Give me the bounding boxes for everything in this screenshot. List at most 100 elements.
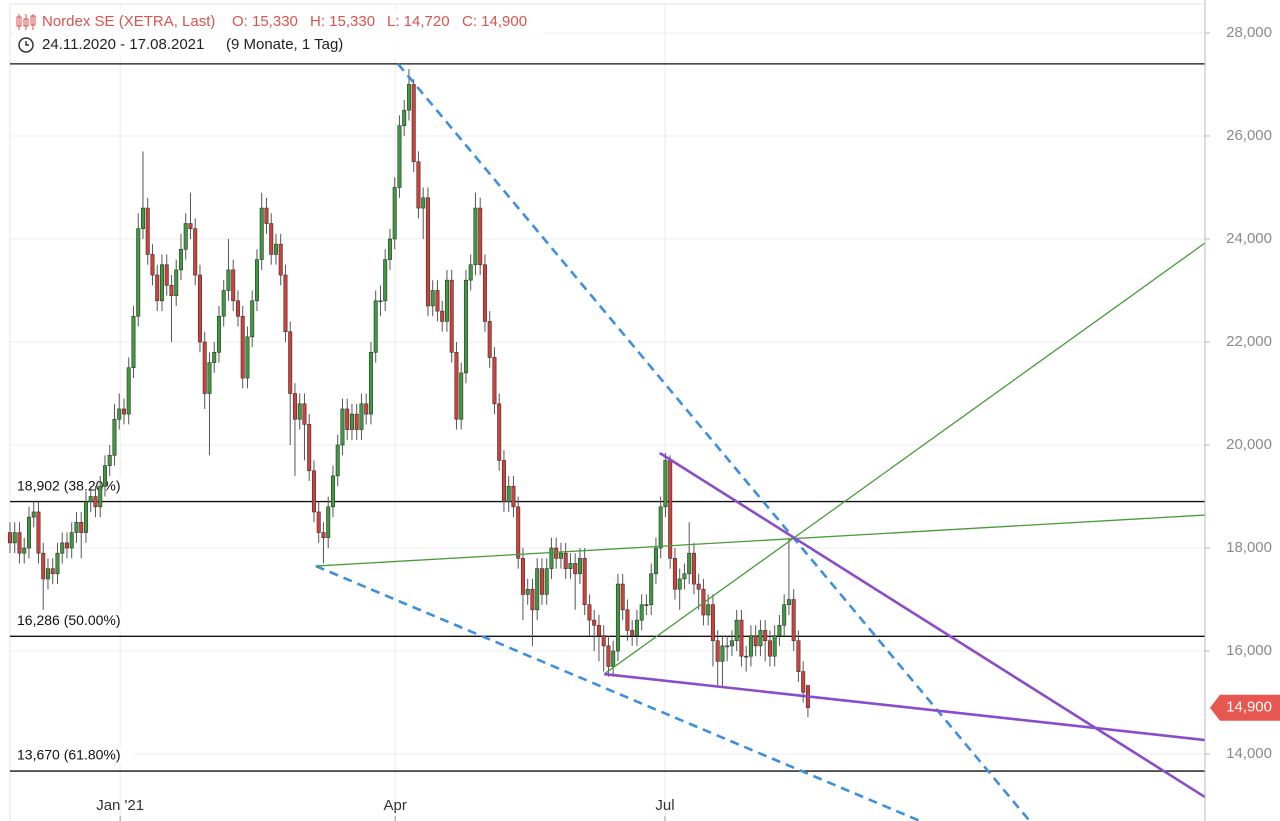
candle-body: [463, 279, 468, 374]
candle-body: [321, 532, 326, 539]
candle-body: [41, 552, 46, 580]
trend-line: [603, 242, 1206, 675]
candle-body: [107, 455, 112, 466]
candle-body: [606, 645, 611, 667]
candle-body: [501, 460, 506, 502]
candle-body: [406, 84, 411, 111]
ohlc-low: L: 14,720: [387, 13, 450, 30]
candle-body: [739, 619, 744, 657]
candle-body: [212, 351, 217, 363]
candle-body: [131, 315, 136, 369]
candle-body: [349, 413, 354, 430]
candle-body: [440, 310, 445, 322]
candle-body: [155, 274, 160, 302]
candle-body: [672, 558, 677, 590]
candle-body: [568, 563, 573, 569]
level-label: 13,670 (61.80%): [17, 747, 121, 763]
candle-body: [292, 393, 297, 420]
candle-body: [520, 558, 525, 595]
candle-body: [544, 568, 549, 595]
candle-body: [720, 645, 725, 662]
candle-body: [264, 207, 269, 224]
candle-body: [373, 300, 378, 353]
candle-body: [492, 357, 497, 405]
trend-line: [604, 672, 1206, 742]
candle-body: [169, 285, 174, 296]
candle-body: [644, 604, 649, 606]
candle-body: [335, 444, 340, 477]
candle-body: [188, 223, 193, 229]
y-tick-label: 18,000: [1226, 539, 1272, 556]
candle-body: [250, 300, 255, 338]
candle-body: [368, 351, 373, 415]
candle-body: [653, 547, 658, 575]
candle-body: [421, 197, 426, 209]
candle-body: [801, 671, 806, 693]
candle-body: [311, 470, 316, 513]
candle-body: [354, 413, 359, 430]
candle-body: [587, 604, 592, 621]
candle-body: [511, 485, 516, 508]
candle-body: [573, 563, 578, 575]
candle-body: [706, 604, 711, 616]
candle-body: [687, 552, 692, 575]
candle-body: [729, 640, 734, 647]
candle-body: [193, 228, 198, 276]
candle-body: [221, 290, 226, 317]
candle-body: [7, 532, 12, 544]
candle-body: [630, 630, 635, 636]
y-tick-label: 24,000: [1226, 230, 1272, 247]
candle-body: [601, 635, 606, 647]
candle-body: [183, 223, 188, 250]
candle-body: [45, 568, 50, 580]
candle-body: [69, 532, 74, 549]
plot: 18,902 (38.20%) 16,286 (50.00%) 13,670 (61…: [7, 63, 1206, 821]
candle-body: [36, 511, 41, 554]
candle-body: [345, 408, 350, 430]
candle-body: [430, 290, 435, 307]
candle-body: [416, 161, 421, 209]
candle-body: [763, 630, 768, 642]
x-tick-label: Jul: [655, 797, 674, 814]
candle-body: [259, 207, 264, 260]
candle-body: [592, 619, 597, 626]
candle-body: [402, 109, 407, 126]
candle-body: [140, 207, 145, 229]
candle-body: [231, 269, 236, 302]
candle-body: [459, 372, 464, 420]
title: Nordex SE (XETRA, Last): [42, 13, 215, 30]
candle-body: [563, 552, 568, 569]
y-tick-label: 20,000: [1226, 436, 1272, 453]
candle-body: [668, 460, 673, 559]
candle-body: [22, 547, 27, 554]
candle-body: [283, 274, 288, 332]
candle-body: [216, 315, 221, 353]
candle-body: [677, 578, 682, 590]
candle-body: [273, 243, 278, 255]
candle-body: [649, 573, 654, 605]
candle-body: [473, 207, 478, 266]
period: (9 Monate, 1 Tag): [226, 36, 343, 53]
candle-body: [197, 274, 202, 343]
grid: [9, 4, 1205, 821]
candle-body: [269, 223, 274, 255]
level-label: 18,902 (38.20%): [17, 477, 121, 493]
ohlc-open: O: 15,330: [232, 13, 298, 30]
level-label: 16,286 (50.00%): [17, 612, 121, 628]
candle-body: [50, 568, 55, 575]
candle-body: [577, 558, 582, 575]
candle-body: [378, 300, 383, 303]
candle-body: [60, 542, 65, 554]
candle-body: [487, 321, 492, 358]
candle-body: [478, 207, 483, 266]
ohlc-high: H: 15,330: [310, 13, 375, 30]
candle-body: [796, 640, 801, 672]
candle-body: [791, 599, 796, 642]
candle-body: [744, 655, 749, 658]
y-tick-label: 26,000: [1226, 127, 1272, 144]
candle-body: [468, 264, 473, 281]
trend-line: [315, 514, 1206, 567]
candle-body: [634, 619, 639, 636]
candle-body: [254, 259, 259, 302]
